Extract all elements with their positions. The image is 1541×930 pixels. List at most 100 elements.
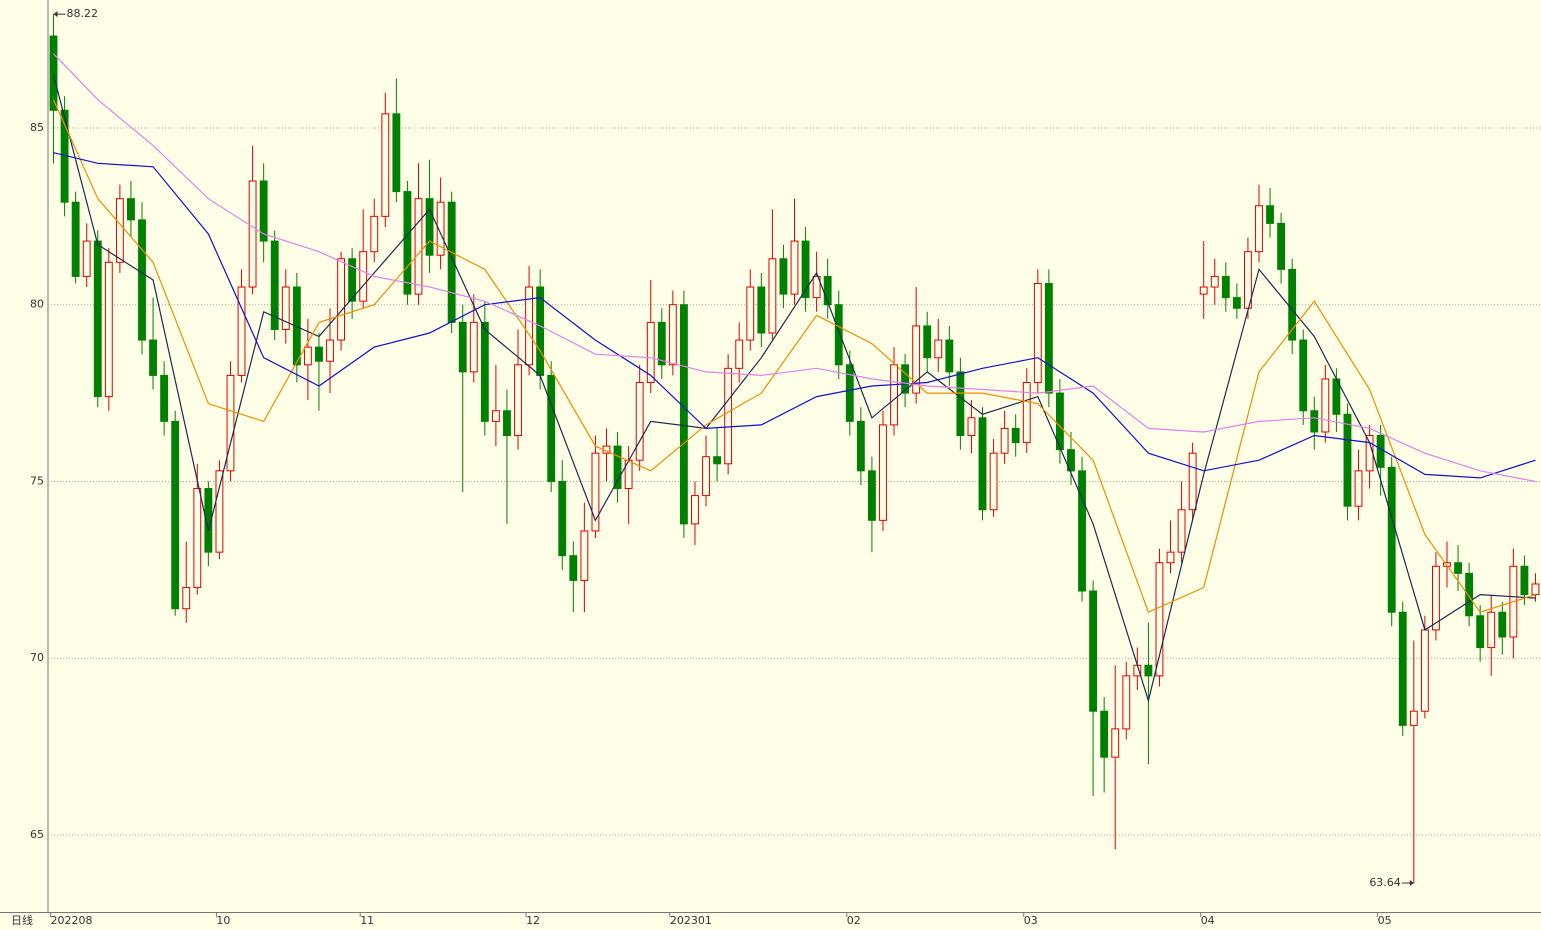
- candle-body: [149, 339, 157, 376]
- x-tick-label: 03: [1024, 914, 1038, 927]
- candle-body: [1520, 565, 1529, 596]
- candle-body: [1199, 286, 1208, 295]
- candle-body: [1166, 551, 1175, 564]
- candle-body: [1454, 562, 1462, 574]
- candle-body: [1299, 339, 1308, 412]
- ma-line: [52, 74, 1536, 703]
- max-arrow-head: [53, 11, 58, 18]
- candle-body: [1277, 222, 1286, 270]
- candle-body: [1122, 675, 1131, 730]
- candle-body: [856, 420, 865, 472]
- candle-body: [370, 215, 379, 253]
- candle-body: [270, 240, 279, 330]
- candle-body: [104, 261, 113, 398]
- candle-body: [1055, 392, 1064, 451]
- candle-body: [1188, 452, 1197, 511]
- x-tick-label: 04: [1201, 914, 1215, 927]
- candle-body: [1100, 710, 1109, 758]
- x-tick-label: 202208: [51, 914, 93, 927]
- candle-body: [923, 325, 932, 359]
- ma-line: [53, 152, 1536, 479]
- candle-body: [823, 275, 832, 306]
- candle-body: [1376, 434, 1385, 468]
- candle-body: [713, 456, 722, 465]
- candle-body: [801, 240, 810, 299]
- candle-body: [337, 258, 345, 341]
- y-tick-label: 70: [30, 651, 44, 664]
- candle-body: [1089, 590, 1098, 712]
- candle-body: [901, 364, 910, 394]
- candle-body: [735, 339, 744, 369]
- candle-body: [127, 198, 135, 221]
- candle-body: [82, 240, 91, 277]
- candle-body: [679, 304, 688, 525]
- max-label: 88.22: [67, 7, 99, 20]
- candle-body: [591, 452, 600, 532]
- x-tick-label: 11: [360, 914, 374, 927]
- candle-body: [93, 240, 102, 398]
- candle-body: [967, 417, 976, 436]
- candle-body: [547, 374, 556, 482]
- candle-body: [292, 286, 301, 366]
- candle-body: [945, 339, 954, 373]
- candle-body: [1232, 297, 1241, 309]
- candle-body: [1255, 205, 1263, 253]
- candle-body: [326, 339, 334, 362]
- candle-body: [138, 219, 146, 341]
- candle-body: [657, 321, 666, 366]
- candle-body: [569, 555, 578, 581]
- candle-body: [503, 410, 511, 436]
- candle-body: [746, 286, 755, 341]
- candle-body: [724, 367, 733, 465]
- candle-body: [812, 275, 821, 299]
- candle-body: [834, 304, 843, 366]
- candle-body: [1409, 710, 1418, 726]
- candle-body: [403, 191, 412, 295]
- candle-body: [171, 420, 180, 610]
- candle-body: [613, 445, 622, 490]
- x-tick-label: 02: [847, 914, 861, 927]
- y-tick-label: 80: [30, 298, 44, 311]
- candle-body: [514, 364, 522, 436]
- candle-body: [226, 374, 235, 472]
- min-label: 63.64: [1369, 876, 1401, 889]
- candle-body: [1000, 427, 1009, 454]
- y-tick-label: 75: [30, 474, 44, 487]
- candle-body: [359, 251, 368, 302]
- candle-body: [1487, 611, 1496, 649]
- candle-body: [193, 488, 202, 588]
- period-label: 日线: [11, 913, 33, 927]
- candle-body: [989, 452, 998, 511]
- candle-body: [1111, 728, 1120, 758]
- candle-body: [281, 286, 290, 330]
- candle-body: [71, 201, 80, 277]
- candle-body: [879, 424, 887, 521]
- candle-body: [668, 304, 677, 366]
- candle-body: [425, 198, 434, 256]
- candle-body: [115, 198, 124, 263]
- min-arrow-head: [1409, 880, 1414, 887]
- x-tick-label: 12: [526, 914, 540, 927]
- candle-body: [1033, 282, 1042, 383]
- candle-body: [1420, 629, 1429, 712]
- candle-body: [768, 258, 777, 334]
- candle-body: [1011, 427, 1020, 444]
- candle-body: [480, 321, 489, 422]
- candle-body: [757, 286, 766, 334]
- candle-body: [392, 113, 401, 193]
- candle-body: [1067, 449, 1075, 472]
- y-tick-label: 65: [30, 828, 44, 841]
- candle-body: [1531, 583, 1540, 596]
- candle-body: [1177, 509, 1186, 553]
- x-tick-label: 10: [216, 914, 230, 927]
- candle-body: [1432, 565, 1440, 631]
- y-tick-label: 85: [30, 121, 44, 134]
- candle-body: [1498, 611, 1507, 638]
- candle-body: [1465, 572, 1474, 617]
- candle-body: [237, 286, 246, 376]
- candle-body: [414, 198, 423, 295]
- candle-body: [525, 286, 534, 366]
